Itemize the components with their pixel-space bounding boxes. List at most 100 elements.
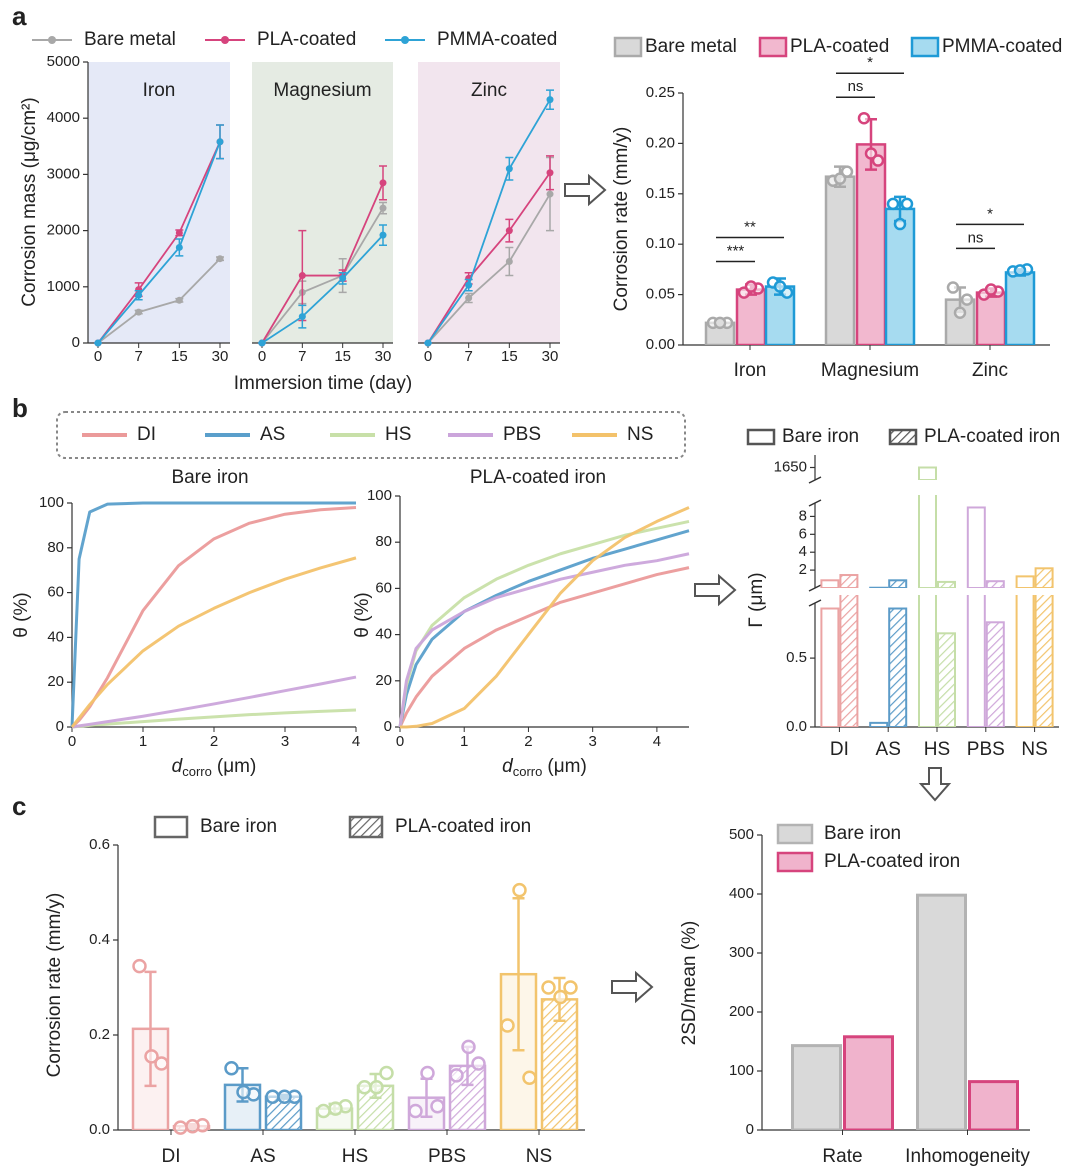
x-label-subscript: corro [513, 764, 543, 779]
facet-title: Zinc [471, 80, 507, 101]
y-tick-label: 3000 [47, 165, 80, 182]
legend-label: PLA-coated [790, 36, 889, 57]
y-tick-label: 5000 [47, 53, 80, 70]
legend-label: PLA-coated iron [824, 851, 960, 872]
bar-segment [855, 143, 887, 345]
data-point [512, 882, 527, 898]
x-tick-label: Zinc [972, 360, 1008, 381]
significance-label: ** [744, 218, 756, 235]
x-tick-label: 0 [424, 348, 432, 365]
y-tick-label: 0.5 [786, 649, 807, 666]
y-tick-label: 0 [746, 1121, 754, 1138]
data-point [500, 1018, 515, 1033]
data-point [94, 339, 102, 347]
bar-segment [937, 580, 956, 588]
bar [843, 1035, 894, 1130]
fit-curve [398, 552, 690, 728]
bar-segment [975, 291, 1007, 345]
bar-segment [916, 893, 967, 1130]
data-point [563, 980, 578, 995]
fit-curve [400, 506, 690, 729]
legend-label: DI [137, 424, 156, 445]
legend-label: PBS [503, 424, 541, 445]
significance-label: * [987, 205, 993, 222]
y-tick-label: 100 [367, 487, 392, 504]
data-point [449, 1068, 464, 1083]
x-label-symbol: d [502, 756, 514, 777]
series-line [261, 207, 384, 344]
y-tick-label: 0.25 [646, 84, 675, 101]
arrows [564, 173, 952, 1004]
x-tick-label: 30 [375, 348, 392, 365]
legend-marker [221, 36, 229, 44]
data-point [505, 165, 513, 173]
data-point [857, 111, 871, 125]
fit-curve [70, 501, 356, 728]
data-point [298, 313, 306, 321]
facet-title: Magnesium [273, 80, 371, 101]
data-point [546, 190, 554, 198]
data-point [175, 243, 183, 251]
data-point [258, 339, 266, 347]
facet-background [418, 62, 560, 343]
bar-segment [869, 721, 889, 727]
series-line [261, 182, 384, 344]
y-tick-label: 100 [39, 494, 64, 511]
x-tick-label: 0 [258, 348, 266, 365]
bar [855, 143, 887, 345]
data-point [953, 306, 967, 319]
x-tick-label: 30 [542, 348, 559, 365]
y-tick-label: 400 [729, 885, 754, 902]
data-point [840, 165, 854, 178]
x-tick-label: Inhomogeneity [905, 1146, 1030, 1167]
series-line [427, 172, 551, 344]
bar-segment [820, 579, 840, 588]
data-point [369, 1080, 384, 1095]
x-tick-label: 2 [210, 733, 218, 750]
bar [1034, 567, 1054, 588]
data-point [173, 1120, 188, 1135]
bar [975, 291, 1007, 345]
y-tick-label: 0.05 [646, 286, 675, 303]
x-tick-label: 15 [171, 348, 188, 365]
data-point [185, 1118, 200, 1134]
y-axis-label: Γ (μm) [746, 572, 767, 627]
y-tick-label: 1650 [774, 458, 807, 475]
significance-label: ns [968, 229, 984, 246]
legend-label: Bare iron [200, 816, 277, 837]
y-tick-label: 60 [375, 579, 392, 596]
fit-curve [70, 556, 357, 728]
data-point [886, 197, 900, 211]
y-tick-label: 100 [729, 1062, 754, 1079]
bar-segment [1004, 271, 1036, 345]
bar [1004, 271, 1036, 345]
bar [918, 466, 937, 480]
data-point [175, 296, 183, 304]
legend-swatch [153, 815, 189, 839]
y-tick-label: 0.0 [786, 718, 807, 735]
bar-segment [1034, 567, 1054, 588]
data-point [900, 197, 914, 211]
y-tick-label: 0 [56, 718, 64, 735]
x-tick-label: 4 [653, 733, 661, 750]
fit-curve [398, 566, 690, 728]
bar-segment [884, 207, 916, 345]
bar [918, 495, 937, 588]
bar [985, 621, 1005, 727]
bar [820, 579, 840, 588]
fit-curve [70, 505, 357, 729]
bar [918, 595, 937, 727]
y-axis-label: 2SD/mean (%) [679, 921, 700, 1046]
y-tick-label: 4000 [47, 109, 80, 126]
bar [937, 632, 956, 727]
data-point [546, 96, 554, 104]
subplot-title: Bare iron [171, 467, 248, 488]
data-point [175, 229, 183, 237]
data-point [833, 172, 847, 185]
series-line [97, 141, 221, 344]
bar [968, 1080, 1019, 1130]
bar [839, 574, 859, 588]
arrow [611, 970, 654, 1004]
bar [869, 721, 889, 727]
